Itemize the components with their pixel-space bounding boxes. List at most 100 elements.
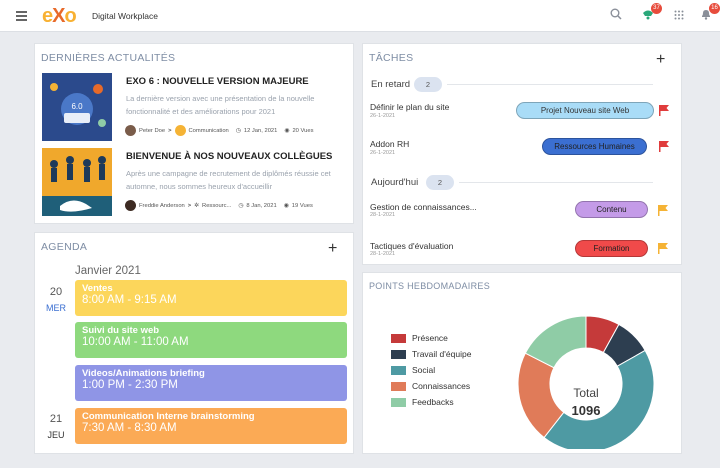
legend-label: Feedbacks [412,397,454,407]
legend-swatch [391,349,406,359]
news-summary: La dernière version avec une présentatio… [126,94,315,116]
eye-icon: ◉ [283,202,289,209]
tasks-card: Tâches + En retard 2 Définir le plan du … [362,43,682,265]
news-headline[interactable]: EXO 6 : NOUVELLE VERSION MAJEURE [126,76,309,87]
task-tag[interactable]: Formation [575,240,648,257]
late-count: 2 [414,77,442,92]
news-card: Dernières actualités 6.0 EXO 6 : NOUVELL… [34,43,354,224]
clock-icon: ◷ [235,127,241,134]
day-name: JEU [47,430,65,440]
news-meta: Freddie Anderson > ✲ Ressourc... ◷ 8 Jan… [125,200,313,211]
legend-item[interactable]: Connaissances [391,381,470,391]
task-name[interactable]: Définir le plan du site [370,102,450,112]
top-bar: eXo Digital Workplace 37 16 [0,0,720,32]
notifications-icon[interactable]: 37 [640,3,662,24]
brand-name: Digital Workplace [92,11,158,21]
flag-icon[interactable] [657,204,669,216]
donut-slice-social[interactable] [543,349,655,449]
author-name[interactable]: Peter Doe [139,127,166,134]
clock-icon: ◷ [238,202,244,209]
agenda-event[interactable]: Suivi du site web 10:00 AM - 11:00 AM [75,322,347,358]
notifications-badge: 37 [651,3,662,14]
news-thumbnail-welcome[interactable] [42,148,112,216]
alerts-badge: 16 [709,3,720,14]
apps-grid-icon[interactable] [671,8,687,24]
flag-icon[interactable] [657,242,669,254]
gear-icon: ✲ [194,202,200,209]
hamburger-menu-icon[interactable] [16,11,27,21]
event-title: Suivi du site web [82,325,160,336]
task-name[interactable]: Gestion de connaissances... [370,202,477,212]
task-date: 28-1-2021 [370,251,396,257]
event-time: 1:00 PM - 2:30 PM [82,379,178,391]
news-views: 19 Vues [291,202,313,209]
chart-total-label: Total [573,386,598,400]
tasks-card-title: Tâches [369,52,414,64]
divider [447,84,653,85]
task-name[interactable]: Addon RH [370,139,410,149]
task-tag[interactable]: Ressources Humaines [542,138,647,155]
day-number: 20 [49,286,63,298]
news-thumbnail-exo6[interactable]: 6.0 [42,73,112,141]
task-tag[interactable]: Projet Nouveau site Web [516,102,654,119]
eye-icon: ◉ [284,127,290,134]
news-date: 12 Jan, 2021 [243,127,278,134]
news-headline[interactable]: BIENVENUE À NOS NOUVEAUX COLLÈGUES [126,151,333,162]
event-title: Ventes [82,283,113,294]
donut-slice-feedbacks[interactable] [524,315,587,369]
exo-logo[interactable]: eXo [42,5,77,27]
svg-text:6.0: 6.0 [71,102,83,111]
agenda-card-title: Agenda [41,241,88,253]
space-name[interactable]: Communication [188,127,229,134]
legend-swatch [391,397,406,407]
agenda-event[interactable]: Videos/Animations briefing 1:00 PM - 2:3… [75,365,347,401]
space-name[interactable]: Ressourc... [202,202,232,209]
legend-swatch [391,333,406,343]
event-title: Videos/Animations briefing [82,368,205,379]
late-label: En retard [371,79,411,90]
legend-item[interactable]: Présence [391,333,448,343]
flag-icon[interactable] [658,140,670,152]
event-title: Communication Interne brainstorming [82,411,255,422]
news-card-title: Dernières actualités [41,52,176,64]
event-time: 10:00 AM - 11:00 AM [82,336,189,348]
legend-label: Social [412,365,436,375]
day-name: MER [46,303,66,313]
task-name[interactable]: Tactiques d'évaluation [370,241,454,251]
add-event-button[interactable]: + [328,240,338,257]
agenda-event[interactable]: Ventes 8:00 AM - 9:15 AM [75,280,347,316]
legend-item[interactable]: Travail d'équipe [391,349,471,359]
author-avatar[interactable] [125,125,136,136]
today-count: 2 [426,175,454,190]
legend-swatch [391,381,406,391]
points-donut-chart: Total 1096 [517,315,655,449]
task-tag[interactable]: Contenu [575,201,648,218]
news-date: 8 Jan, 2021 [246,202,277,209]
flag-icon[interactable] [658,104,670,116]
chevron-right-icon: > [187,202,192,209]
author-avatar[interactable] [125,200,136,211]
legend-label: Présence [412,333,448,343]
task-date: 26-1-2021 [370,113,396,119]
bell-icon[interactable]: 16 [698,3,720,24]
news-summary: Après une campagne de recrutement de dip… [126,169,331,191]
task-date: 26-1-2021 [370,150,396,156]
agenda-card: Agenda + Janvier 2021 20 MER 21 JEU Vent… [34,232,354,454]
legend-swatch [391,365,406,375]
add-task-button[interactable]: + [656,51,666,68]
legend-item[interactable]: Feedbacks [391,397,454,407]
search-icon[interactable] [608,8,624,24]
agenda-event[interactable]: Communication Interne brainstorming 7:30… [75,408,347,444]
points-card: Points hebdomadaires Présence Travail d'é… [362,272,682,454]
legend-label: Travail d'équipe [412,349,472,359]
legend-label: Connaissances [412,381,471,391]
task-date: 28-1-2021 [370,212,396,218]
divider [459,182,653,183]
space-avatar[interactable] [174,125,186,136]
chevron-right-icon: > [168,127,172,134]
legend-item[interactable]: Social [391,365,435,375]
event-time: 7:30 AM - 8:30 AM [82,422,177,434]
points-card-title: Points hebdomadaires [369,281,491,291]
author-name[interactable]: Freddie Anderson [139,202,185,209]
agenda-month: Janvier 2021 [75,265,141,277]
